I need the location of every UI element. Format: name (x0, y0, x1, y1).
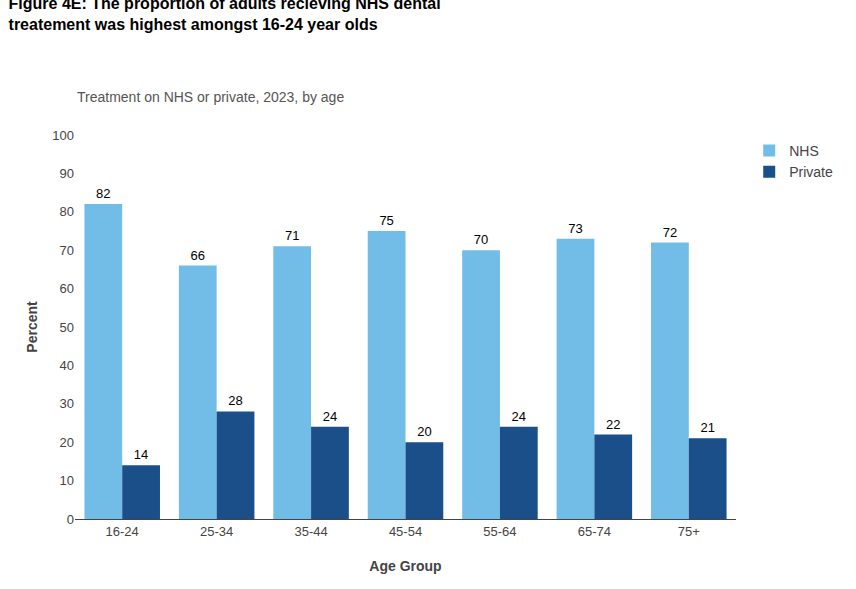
svg-text:22: 22 (606, 417, 620, 432)
svg-text:45-54: 45-54 (389, 524, 422, 539)
svg-text:20: 20 (417, 424, 431, 439)
svg-text:60: 60 (60, 281, 74, 296)
svg-text:0: 0 (67, 512, 74, 527)
svg-text:80: 80 (60, 204, 74, 219)
svg-text:30: 30 (60, 396, 74, 411)
svg-text:65-74: 65-74 (578, 524, 611, 539)
svg-text:14: 14 (134, 447, 148, 462)
svg-text:75: 75 (379, 213, 393, 228)
svg-text:Percent: Percent (24, 301, 40, 353)
svg-text:25-34: 25-34 (200, 524, 233, 539)
svg-text:90: 90 (60, 166, 74, 181)
svg-text:Treatment on NHS or private, 2: Treatment on NHS or private, 2023, by ag… (77, 89, 344, 105)
svg-text:16-24: 16-24 (106, 524, 139, 539)
svg-text:55-64: 55-64 (483, 524, 516, 539)
svg-text:28: 28 (228, 393, 242, 408)
svg-text:Figure 4E: The proportion of a: Figure 4E: The proportion of adults reci… (9, 0, 441, 33)
svg-text:82: 82 (96, 186, 110, 201)
svg-text:Age Group: Age Group (369, 558, 441, 574)
svg-text:Private: Private (789, 164, 833, 180)
svg-text:70: 70 (474, 232, 488, 247)
svg-text:10: 10 (60, 473, 74, 488)
svg-text:72: 72 (663, 225, 677, 240)
svg-text:40: 40 (60, 358, 74, 373)
svg-text:NHS: NHS (789, 143, 819, 159)
svg-text:100: 100 (52, 128, 74, 143)
svg-text:35-44: 35-44 (294, 524, 327, 539)
svg-text:70: 70 (60, 243, 74, 258)
svg-text:24: 24 (323, 409, 337, 424)
svg-text:66: 66 (191, 248, 205, 263)
svg-text:71: 71 (285, 228, 299, 243)
svg-text:21: 21 (700, 420, 714, 435)
svg-text:73: 73 (568, 221, 582, 236)
svg-text:20: 20 (60, 435, 74, 450)
svg-text:24: 24 (512, 409, 526, 424)
svg-text:50: 50 (60, 320, 74, 335)
svg-text:75+: 75+ (678, 524, 700, 539)
